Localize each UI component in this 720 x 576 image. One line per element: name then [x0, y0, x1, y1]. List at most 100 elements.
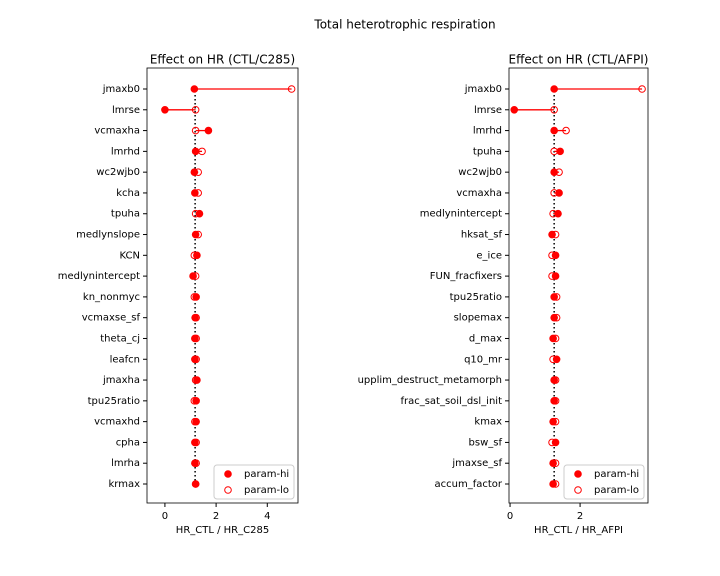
point [191, 417, 199, 426]
y-tick-label: lmrha [111, 458, 140, 469]
point [552, 313, 561, 322]
figure-title: Total heterotrophic respiration [313, 18, 495, 32]
point [556, 147, 564, 156]
point [551, 376, 560, 384]
y-tick-label: vcmaxha [456, 188, 502, 199]
y-tick-label: kcha [116, 188, 140, 199]
point [550, 105, 558, 114]
axes-frame [146, 67, 299, 504]
y-tick-label: tpu25ratio [88, 396, 140, 407]
point [549, 355, 557, 364]
x-axis-label: HR_CTL / HR_C285 [176, 525, 269, 536]
point [552, 293, 561, 301]
point [549, 209, 557, 218]
point [195, 209, 204, 218]
point [191, 272, 200, 280]
y-tick-label: vcmaxhd [94, 417, 140, 428]
x-tick-label: 2 [213, 511, 219, 522]
x-tick-label: 0 [507, 511, 513, 522]
point [551, 334, 560, 343]
point [191, 209, 200, 218]
y-tick-label: vcmaxse_sf [82, 313, 141, 324]
x-tick-label: 4 [264, 511, 270, 522]
legend-marker [224, 486, 232, 494]
point [194, 230, 202, 239]
y-tick-label: jmaxha [102, 375, 140, 386]
y-tick-label: frac_sat_soil_dsl_init [400, 396, 502, 407]
y-tick-label: wc2wjb0 [96, 167, 140, 178]
point [550, 189, 558, 197]
legend-marker [574, 470, 582, 478]
point [550, 147, 558, 156]
y-tick-label: d_max [469, 333, 502, 344]
y-tick-label: hksat_sf [461, 230, 503, 241]
point [550, 313, 558, 322]
point [638, 85, 646, 93]
point [204, 126, 213, 135]
point [551, 480, 560, 488]
x-tick-label: 0 [162, 511, 168, 522]
legend-marker [224, 470, 232, 478]
legend-label: param-hi [594, 469, 639, 480]
point [191, 126, 200, 135]
legend-box [213, 464, 295, 500]
legend-marker [574, 486, 582, 494]
y-tick-label: slopemax [454, 313, 502, 324]
y-tick-label: kmax [474, 417, 502, 428]
y-tick-label: tpuha [473, 146, 502, 157]
point [161, 105, 169, 114]
point [548, 272, 556, 280]
y-tick-label: medlynintercept [420, 209, 502, 220]
point [189, 272, 197, 280]
point [551, 397, 560, 405]
point [194, 168, 202, 176]
y-tick-label: tpuha [111, 209, 140, 220]
point [562, 126, 570, 135]
y-tick-label: cpha [116, 437, 140, 448]
point [550, 126, 558, 135]
point [190, 397, 199, 405]
point [192, 438, 200, 447]
y-tick-label: vcmaxha [94, 126, 140, 137]
y-tick-label: KCN [120, 250, 140, 261]
y-tick-label: medlynintercept [58, 271, 140, 282]
y-tick-label: leafcn [110, 354, 140, 365]
y-tick-label: kn_nonmyc [83, 292, 140, 303]
point [550, 293, 558, 301]
y-tick-label: bsw_sf [469, 437, 503, 448]
point [551, 459, 560, 468]
y-tick-label: wc2wjb0 [458, 167, 502, 178]
y-tick-label: e_ice [476, 250, 502, 261]
y-tick-label: lmrhd [473, 126, 502, 137]
y-tick-label: FUN_fracfixers [430, 271, 502, 282]
y-tick-label: medlynslope [76, 230, 140, 241]
point [287, 85, 296, 93]
x-tick-label: 2 [577, 511, 583, 522]
point [194, 189, 202, 197]
y-tick-label: jmaxb0 [102, 84, 140, 95]
point [551, 417, 560, 426]
point [551, 230, 560, 239]
panel-title: Effect on HR (CTL/C285) [150, 53, 295, 67]
point [549, 480, 557, 488]
point [191, 147, 200, 156]
point [190, 85, 199, 93]
legend-label: param-hi [244, 469, 289, 480]
point [192, 313, 200, 322]
y-tick-label: upplim_destruct_metamorph [358, 375, 502, 386]
legend-box [563, 464, 645, 500]
y-tick-label: q10_mr [464, 354, 503, 365]
panel-title: Effect on HR (CTL/AFPI) [509, 53, 649, 67]
point [190, 251, 199, 260]
y-tick-label: accum_factor [435, 479, 503, 490]
point [190, 168, 199, 176]
point [550, 85, 558, 93]
point [190, 293, 199, 301]
point [548, 251, 556, 260]
x-axis-label: HR_CTL / HR_AFPI [534, 525, 623, 536]
point [192, 334, 200, 343]
point [192, 459, 200, 468]
point [548, 438, 556, 447]
legend-label: param-lo [594, 485, 639, 496]
